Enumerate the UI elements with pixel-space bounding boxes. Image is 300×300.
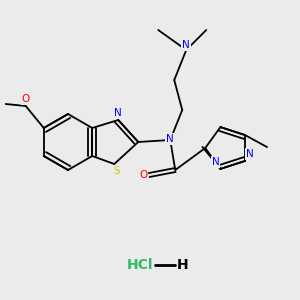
Text: HCl: HCl [127, 258, 153, 272]
Text: N: N [182, 40, 190, 50]
Text: H: H [177, 258, 189, 272]
Text: N: N [246, 149, 254, 159]
Text: N: N [167, 134, 174, 144]
Text: O: O [22, 94, 30, 104]
Text: N: N [114, 108, 122, 118]
Text: N: N [212, 157, 219, 167]
Text: S: S [113, 166, 120, 176]
Text: O: O [139, 170, 147, 180]
